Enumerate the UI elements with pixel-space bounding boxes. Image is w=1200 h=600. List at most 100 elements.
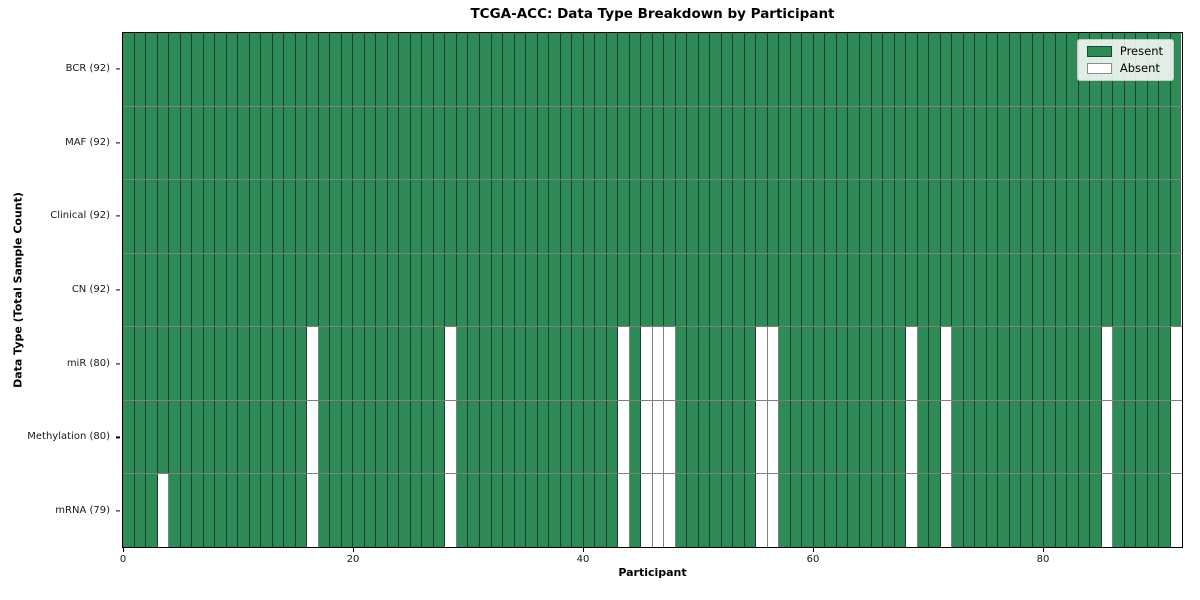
heatmap-cell (744, 33, 757, 106)
heatmap-cell (664, 106, 676, 180)
heatmap-cell (238, 474, 250, 548)
heatmap-cell (756, 33, 768, 106)
heatmap-cell (1032, 33, 1045, 106)
heatmap-cell (364, 33, 377, 106)
heatmap-cell (1032, 253, 1045, 327)
heatmap-cell (652, 253, 665, 327)
heatmap-cell (1159, 474, 1171, 548)
heatmap-cell (503, 33, 515, 106)
heatmap-cell (675, 253, 688, 327)
heatmap-cell (871, 33, 884, 106)
heatmap-cell (894, 253, 907, 327)
heatmap-cell (318, 106, 331, 180)
heatmap-cell (503, 474, 515, 548)
heatmap-cell (180, 400, 193, 474)
heatmap-cell (422, 106, 434, 180)
heatmap-cell (560, 33, 573, 106)
heatmap-cell (433, 253, 446, 327)
heatmap-cell (848, 400, 860, 474)
heatmap-cell (341, 327, 354, 400)
heatmap-cell (341, 474, 354, 548)
heatmap-cell (341, 400, 354, 474)
heatmap-cell (986, 180, 999, 253)
x-tick-label: 60 (806, 554, 820, 565)
heatmap-cell (284, 33, 296, 106)
heatmap-cell (1021, 253, 1033, 327)
heatmap-cell (169, 106, 181, 180)
heatmap-cell (1090, 327, 1102, 400)
heatmap-cell (456, 400, 469, 474)
heatmap-cell (456, 180, 469, 253)
heatmap-cell (307, 327, 319, 400)
heatmap-cell (606, 253, 619, 327)
heatmap-cell (445, 474, 457, 548)
legend-label: Absent (1119, 60, 1160, 75)
heatmap-cell (261, 327, 273, 400)
heatmap-cell (1055, 33, 1068, 106)
heatmap-cell (998, 106, 1010, 180)
heatmap-cell (123, 180, 135, 253)
heatmap-cell (238, 33, 250, 106)
heatmap-cell (1124, 400, 1137, 474)
heatmap-cell (1021, 180, 1033, 253)
heatmap-cell (456, 253, 469, 327)
heatmap-cell (1136, 253, 1148, 327)
heatmap-cell (963, 474, 976, 548)
heatmap-cell (410, 33, 423, 106)
heatmap-cell (906, 400, 918, 474)
heatmap-cell (733, 474, 745, 548)
heatmap-cell (318, 327, 331, 400)
heatmap-cell (1159, 180, 1171, 253)
heatmap-cell (226, 327, 239, 400)
heatmap-cell (790, 106, 803, 180)
y-tick-mark (116, 436, 120, 438)
heatmap-cell (445, 106, 457, 180)
heatmap-cell (698, 253, 711, 327)
heatmap-cell (629, 253, 642, 327)
x-tick-mark (583, 548, 585, 552)
heatmap-cell (526, 106, 538, 180)
heatmap-cell (537, 474, 550, 548)
heatmap-cell (813, 400, 826, 474)
heatmap-cell (1090, 474, 1102, 548)
y-tick-label: Methylation (80) (27, 431, 110, 443)
heatmap-cell (883, 474, 895, 548)
heatmap-cell (123, 253, 135, 327)
heatmap-cell (606, 327, 619, 400)
heatmap-cell (284, 474, 296, 548)
heatmap-cell (169, 400, 181, 474)
heatmap-cell (687, 106, 699, 180)
heatmap-cell (675, 106, 688, 180)
chart-title: TCGA-ACC: Data Type Breakdown by Partici… (470, 6, 835, 22)
heatmap-cell (572, 400, 584, 474)
heatmap-cell (203, 327, 216, 400)
heatmap-cell (836, 253, 849, 327)
heatmap-cell (376, 253, 388, 327)
heatmap-cell (825, 400, 837, 474)
heatmap-cell (1170, 106, 1182, 180)
heatmap-cell (641, 106, 653, 180)
heatmap-cell (675, 327, 688, 400)
heatmap-cell (318, 180, 331, 253)
heatmap-cell (399, 400, 411, 474)
heatmap-cell (733, 106, 745, 180)
heatmap-cell (929, 180, 941, 253)
heatmap-cell (146, 180, 158, 253)
y-tick-mark (116, 289, 120, 291)
heatmap-cell (618, 106, 630, 180)
heatmap-cell (203, 180, 216, 253)
heatmap-cell (860, 253, 872, 327)
heatmap-cell (687, 327, 699, 400)
heatmap-cell (698, 33, 711, 106)
heatmap-cell (468, 253, 480, 327)
heatmap-cell (491, 106, 504, 180)
heatmap-cell (894, 400, 907, 474)
heatmap-cell (157, 327, 170, 400)
heatmap-cell (721, 400, 734, 474)
heatmap-cell (146, 253, 158, 327)
heatmap-cell (468, 33, 480, 106)
heatmap-cell (1078, 327, 1091, 400)
heatmap-cell (330, 180, 342, 253)
heatmap-cell (906, 180, 918, 253)
